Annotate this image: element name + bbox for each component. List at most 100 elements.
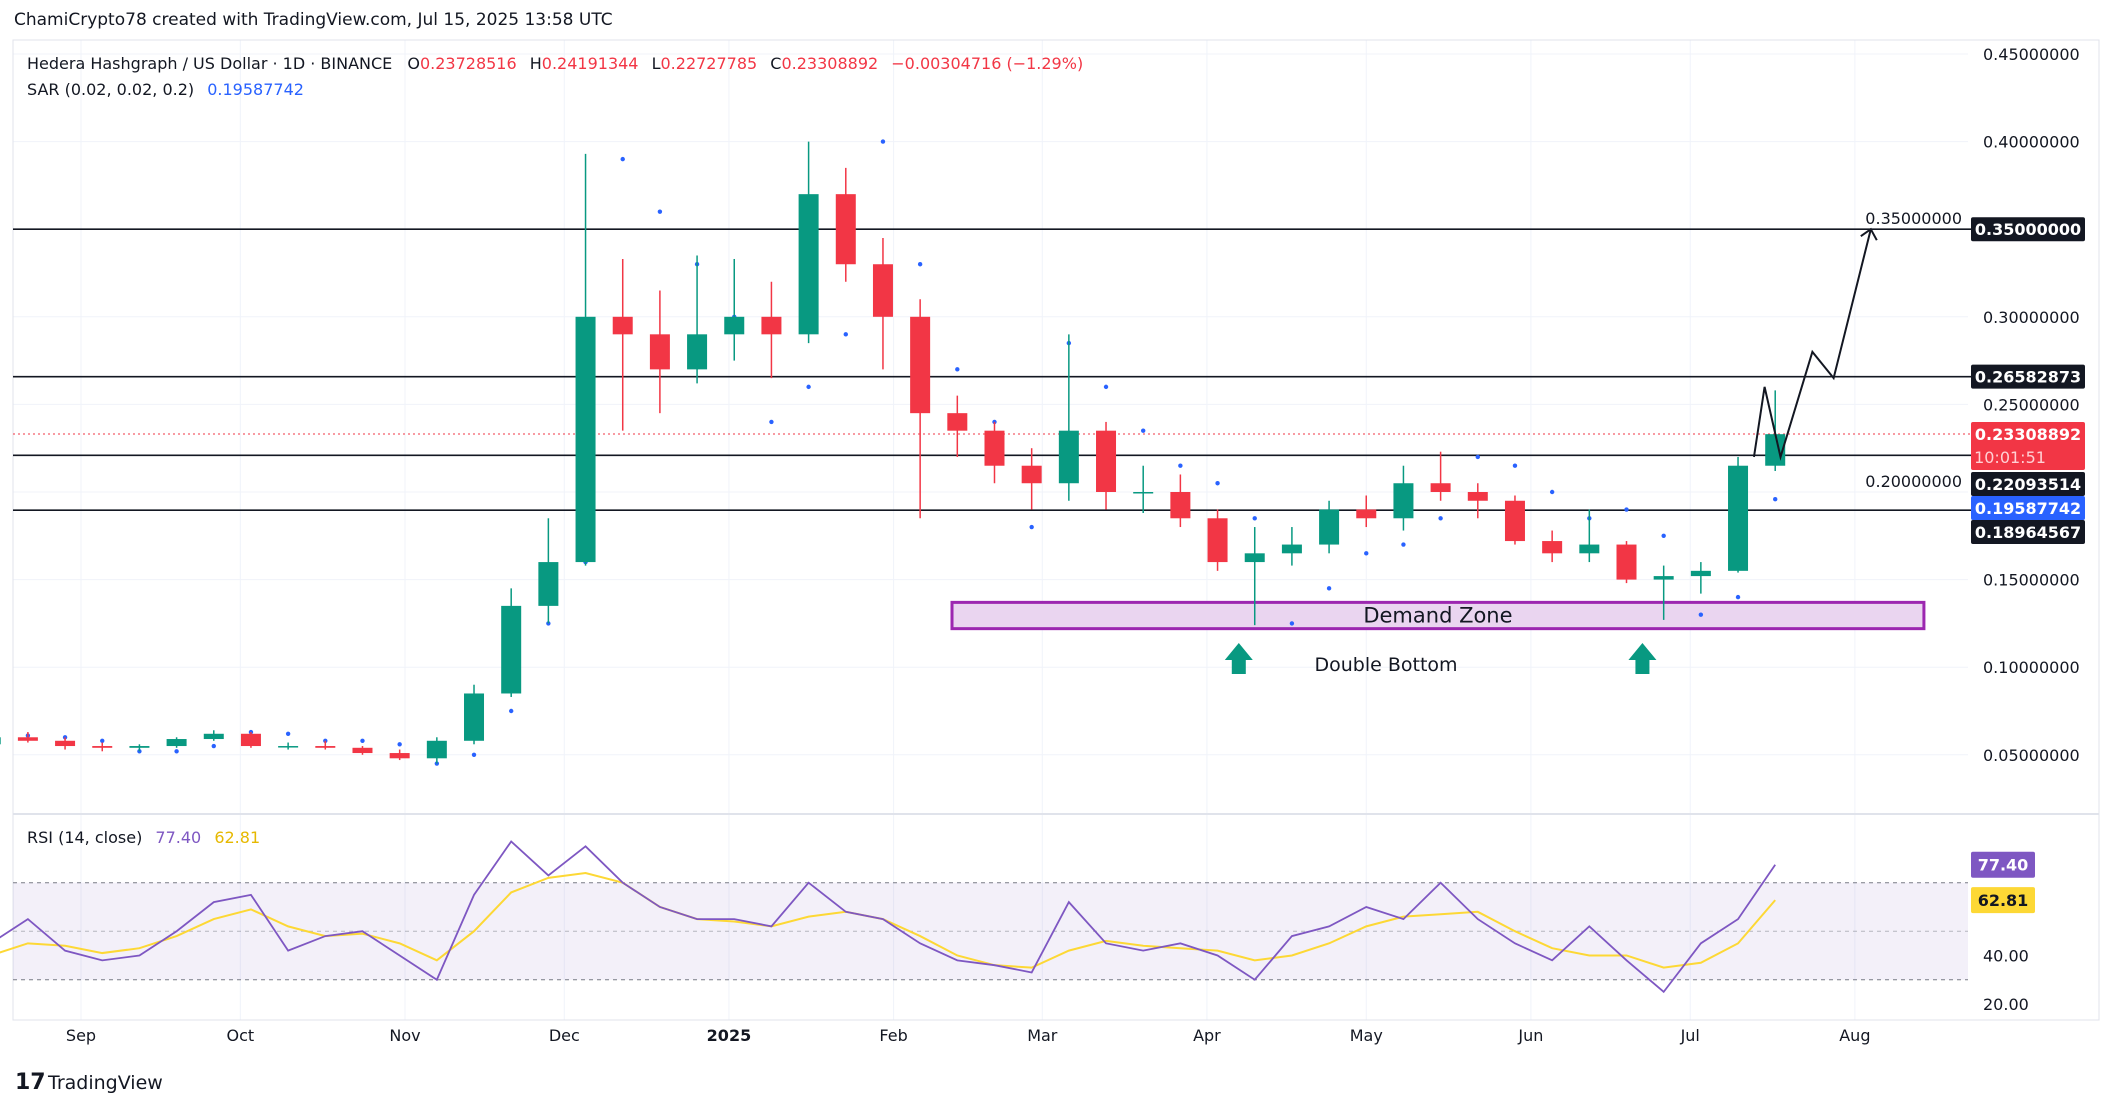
time-tick-label: Sep (66, 1026, 96, 1045)
sar-dot (1698, 612, 1704, 617)
price-tick-label: 0.25000000 (1983, 395, 2080, 414)
candle-body (872, 264, 893, 317)
low-label: L (652, 54, 661, 73)
candle-body (1690, 570, 1711, 577)
candle-body (910, 316, 931, 414)
candle (1319, 500, 1340, 554)
candle (1467, 483, 1488, 519)
candle-body (17, 737, 38, 741)
sar-dot (285, 731, 291, 736)
rsi-ma-value: 62.81 (214, 828, 260, 847)
change-value: −0.00304716 (−1.29%) (891, 54, 1083, 73)
candle-body (352, 747, 373, 754)
sar-dot (880, 139, 886, 144)
price-tick-label: 0.05000000 (1983, 746, 2080, 765)
legend-rsi[interactable]: RSI (14, close) 77.40 62.81 (27, 828, 260, 847)
sar-dot (1141, 428, 1146, 433)
sar-dot (471, 752, 477, 757)
candle (1021, 448, 1042, 510)
sar-dot (1475, 454, 1480, 460)
candle (278, 742, 299, 750)
level-tag-text: 0.22093514 (1975, 475, 2081, 494)
high-value: 0.24191344 (542, 54, 639, 73)
open-label: O (407, 54, 420, 73)
time-tick-label: Jun (1517, 1026, 1543, 1045)
candle (984, 421, 1005, 484)
rsi-ma-tag-text: 62.81 (1978, 891, 2029, 910)
candle (315, 740, 336, 750)
candle (1542, 530, 1563, 563)
candle-body (92, 746, 113, 748)
candle-body (464, 693, 485, 741)
tradingview-logo[interactable]: 17 TradingView (15, 1070, 163, 1095)
level-tag: 0.35000000 (1971, 217, 2085, 242)
sar-dot (360, 738, 365, 743)
chart-frame (12, 39, 2100, 1021)
candle-body (1058, 430, 1079, 484)
candle (1133, 465, 1154, 514)
candle-body (203, 733, 224, 740)
candle-body (1244, 553, 1265, 563)
candle (1579, 509, 1600, 563)
candle-body (1653, 576, 1674, 580)
candle (1244, 527, 1265, 626)
sar-dot (508, 708, 514, 714)
candle (55, 737, 76, 750)
candle (389, 749, 410, 761)
candle (1058, 334, 1079, 501)
sar-dot (1438, 516, 1443, 521)
demand-zone-box[interactable] (950, 600, 1926, 631)
candle-body (389, 753, 410, 759)
candle-body (501, 605, 522, 694)
candle-body (1616, 544, 1637, 580)
candle (129, 744, 150, 752)
time-tick-label: Jul (1680, 1026, 1700, 1045)
legend-sar[interactable]: SAR (0.02, 0.02, 0.2) 0.19587742 (27, 80, 304, 99)
projection-layer (1752, 227, 1878, 461)
sar-dot (1661, 533, 1666, 538)
level-tag-text: 0.26582873 (1975, 368, 2081, 387)
sar-dot (174, 749, 179, 754)
candle-body (761, 316, 782, 335)
candle (538, 518, 559, 624)
time-tick-label: Aug (1839, 1026, 1870, 1045)
candle-body (166, 739, 187, 747)
sar-dot (1512, 463, 1518, 468)
projection-path[interactable] (1752, 228, 1872, 461)
candle (501, 588, 522, 697)
sar-dot (1289, 621, 1295, 626)
candle-body (1356, 509, 1377, 519)
rsi-line (0, 840, 1776, 994)
price-tick-label: 0.35000000 (1865, 209, 1962, 228)
sar-dot (843, 332, 848, 337)
rsi-label: RSI (14, close) (27, 828, 142, 847)
time-tick-label: Mar (1027, 1026, 1058, 1045)
sar-dot (1401, 542, 1406, 547)
horizontal-levels: 0.350000000.265828730.2330889210:01:510.… (13, 217, 2085, 545)
time-tick-label: Nov (389, 1026, 420, 1045)
price-tick-label: 0.40000000 (1983, 133, 2080, 152)
candle (166, 737, 187, 748)
time-tick-label: Apr (1193, 1026, 1221, 1045)
candle (1393, 465, 1414, 531)
candle-body (1542, 541, 1563, 554)
candle (1653, 565, 1674, 620)
level-tag: 0.22093514 (1971, 472, 2085, 497)
rsi-ma-tag: 62.81 (1971, 887, 2035, 914)
candle-body (129, 746, 150, 748)
up-arrow-icon[interactable] (1224, 643, 1253, 674)
sar-dot (620, 156, 625, 162)
candle (947, 395, 968, 457)
candle-body (649, 334, 670, 370)
candle-body (1393, 483, 1414, 519)
candle-body (575, 316, 596, 563)
up-arrow-icon[interactable] (1628, 643, 1657, 674)
level-tag: 0.18964567 (1971, 520, 2085, 545)
sar-dot (1215, 481, 1220, 486)
open-value: 0.23728516 (420, 54, 517, 73)
candle-body (1096, 430, 1117, 492)
candle (17, 732, 38, 743)
candle-body (1579, 544, 1600, 554)
candle-body (0, 737, 1, 745)
